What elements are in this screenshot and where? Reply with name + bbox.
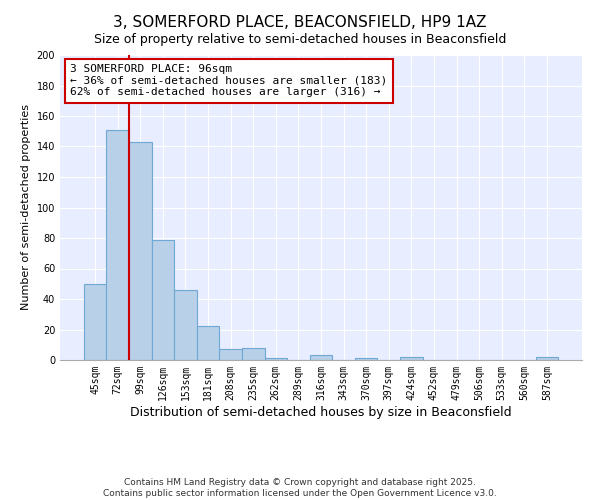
Bar (536, 357, 558, 360)
Bar (129, 142, 152, 360)
X-axis label: Distribution of semi-detached houses by size in Beaconsfield: Distribution of semi-detached houses by … (130, 406, 512, 418)
Bar (84, 284, 106, 360)
Bar (265, 358, 287, 360)
Text: 3 SOMERFORD PLACE: 96sqm
← 36% of semi-detached houses are smaller (183)
62% of : 3 SOMERFORD PLACE: 96sqm ← 36% of semi-d… (70, 64, 388, 98)
Bar (152, 240, 174, 360)
Text: Contains HM Land Registry data © Crown copyright and database right 2025.
Contai: Contains HM Land Registry data © Crown c… (103, 478, 497, 498)
Bar (106, 130, 129, 360)
Text: 3, SOMERFORD PLACE, BEACONSFIELD, HP9 1AZ: 3, SOMERFORD PLACE, BEACONSFIELD, HP9 1A… (113, 15, 487, 30)
Bar (242, 348, 265, 360)
Bar (174, 290, 197, 360)
Y-axis label: Number of semi-detached properties: Number of semi-detached properties (21, 104, 31, 310)
Bar (197, 326, 220, 360)
Bar (310, 356, 332, 360)
Bar (400, 357, 422, 360)
Bar (355, 358, 377, 360)
Text: Size of property relative to semi-detached houses in Beaconsfield: Size of property relative to semi-detach… (94, 32, 506, 46)
Bar (220, 350, 242, 360)
